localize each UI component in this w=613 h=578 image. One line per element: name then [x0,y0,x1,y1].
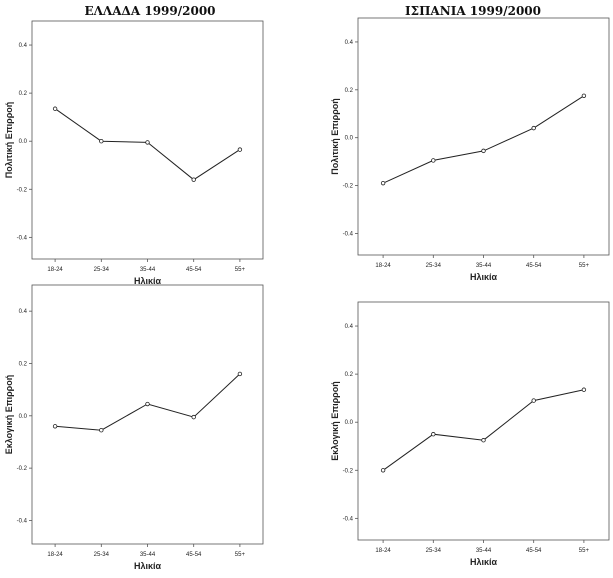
chart3-plot-frame [31,284,264,545]
chart1-data-point [145,140,150,145]
chart3-data-point [191,414,196,420]
chart2-ytick-label: -0.2 [343,184,354,190]
chart1-xtick-label: 25-34 [94,267,110,273]
chart2-xtick-label: 45-54 [526,263,542,269]
chart3-xtick-label: 25-34 [94,552,110,558]
column-title-spain: ΙΣΠΑΝΙΑ 1999/2000 [405,4,541,18]
chart1-ytick-label: 0.0 [19,139,28,145]
chart1-ytick-label: 0.2 [19,91,28,97]
chart2-y-axis-label: Πολιτική Επιρροή [330,98,340,175]
chart1-data-point [191,177,196,182]
chart4-xtick-label: 45-54 [526,548,542,554]
chart4-data-point [431,432,436,437]
chart1-xtick-label: 35-44 [140,267,156,273]
chart1-ytick-label: -0.4 [17,235,28,241]
chart3-x-axis-label: Ηλικία [134,561,162,571]
chart2-plot-frame [357,17,610,256]
chart1-ytick-label: 0.4 [19,43,28,49]
chart2-ytick-label: -0.4 [343,231,354,237]
chart1-data-point [237,147,243,152]
chart1-data-point [52,106,58,111]
chart3-ytick-label: 0.4 [19,309,28,315]
chart4-ytick-label: 0.0 [345,420,354,426]
chart3-data-point [145,401,150,407]
chart4-data-point [581,387,587,392]
chart4-xtick-label: 35-44 [476,548,492,554]
chart4-ytick-label: -0.2 [343,468,354,474]
chart3-ytick-label: -0.2 [17,466,28,472]
chart3-ytick-label: 0.2 [19,361,28,367]
chart3-data-point [52,424,58,429]
chart2-ytick-label: 0.0 [345,136,354,142]
chart4-x-axis-label: Ηλικία [470,557,498,567]
chart2-ytick-label: 0.2 [345,88,354,94]
chart4-y-axis-label: Εκλογική Επιρροή [330,381,340,460]
chart2-ytick-label: 0.4 [345,40,354,46]
chart2-xtick-label: 35-44 [476,263,492,269]
chart2-series-line [382,95,585,184]
chart2-data-point [531,125,536,131]
chart1-x-axis-label: Ηλικία [134,276,162,286]
chart2-data-point [431,158,436,163]
chart1-y-axis-label: Πολιτική Επιρροή [4,102,14,179]
chart3-ytick-label: 0.0 [19,414,28,420]
chart1-xtick-label: 55+ [235,267,246,273]
column-title-greece: ΕΛΛΑΔΑ 1999/2000 [84,4,216,18]
chart3-xtick-label: 35-44 [140,552,156,558]
chart4-xtick-label: 25-34 [426,548,442,554]
chart2-xtick-label: 18-24 [375,263,391,269]
chart3-ytick-label: -0.4 [17,518,28,524]
chart4-data-point [531,398,536,403]
chart4-plot-frame [357,301,610,541]
chart3-data-point [237,371,243,377]
chart2-data-point [581,93,587,99]
chart1-plot-frame [31,20,264,260]
chart1-ytick-label: -0.2 [17,187,28,193]
chart2-data-point [481,148,486,154]
chart4-ytick-label: 0.4 [345,324,354,330]
chart3-data-point [99,427,104,433]
chart1-xtick-label: 45-54 [186,267,202,273]
chart4-ytick-label: -0.4 [343,516,354,522]
chart3-xtick-label: 55+ [235,552,246,558]
chart4-ytick-label: 0.2 [345,372,354,378]
chart3-xtick-label: 18-24 [47,552,63,558]
chart1-xtick-label: 18-24 [47,267,63,273]
chart2-xtick-label: 25-34 [426,263,442,269]
chart3-y-axis-label: Εκλογική Επιρροή [4,375,14,454]
chart1-data-point [99,139,104,144]
chart4-data-point [380,468,386,473]
chart4-data-point [481,438,486,443]
chart2-x-axis-label: Ηλικία [470,272,498,282]
chart2-data-point [380,180,386,186]
chart4-xtick-label: 55+ [579,548,590,554]
chart2-xtick-label: 55+ [579,263,590,269]
chart3-xtick-label: 45-54 [186,552,202,558]
chart4-series-line [382,389,585,471]
chart4-xtick-label: 18-24 [375,548,391,554]
